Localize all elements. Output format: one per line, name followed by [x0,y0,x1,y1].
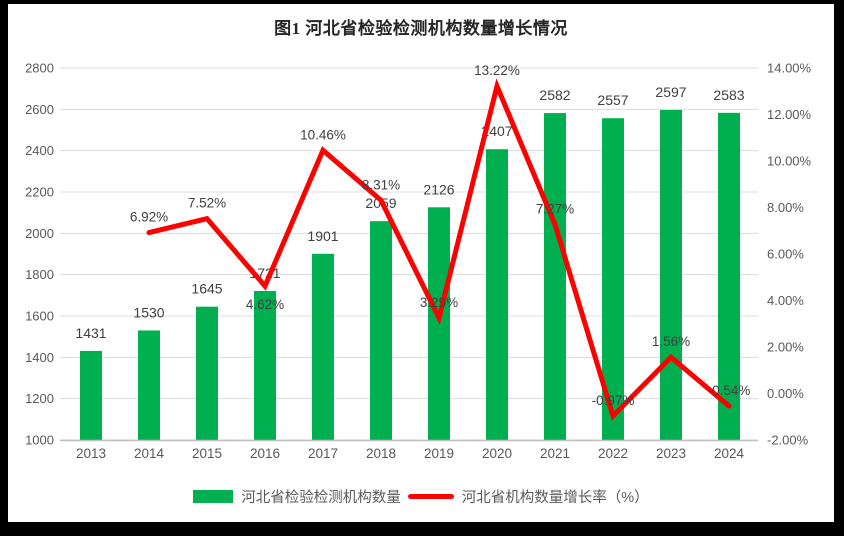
bar-value-label: 2126 [423,181,454,197]
growth-point-label: 10.46% [300,127,346,142]
line-series-swatch-icon [407,494,454,499]
bar-2024 [718,112,740,440]
y-axis-tick-left: 2000 [25,226,54,241]
y-axis-tick-right: 0.00% [767,386,804,401]
bar-2022 [602,118,624,440]
x-axis-tick: 2023 [656,446,686,461]
y-axis-tick-left: 1600 [25,309,54,324]
growth-point-label: 7.27% [536,201,574,216]
x-axis-tick: 2022 [598,446,628,461]
y-axis-tick-left: 2200 [25,185,54,200]
y-axis-tick-left: 2600 [25,102,54,117]
bar-2019 [428,207,450,440]
bar-value-label: 2583 [713,87,744,103]
y-axis-tick-right: 2.00% [767,340,804,355]
bar-value-label: 2582 [539,87,570,103]
bar-series-swatch-icon [193,490,234,503]
y-axis-tick-right: 10.00% [767,154,812,169]
growth-point-label: -0.54% [708,383,751,398]
bar-2023 [660,109,682,440]
bar-value-label: 2557 [597,92,628,108]
legend-item-line-series: 河北省机构数量增长率（%） [407,486,649,507]
legend: 河北省检验检测机构数量 河北省机构数量增长率（%） [8,486,834,507]
bar-value-label: 1645 [191,281,222,297]
bar-value-label: 1431 [75,325,106,341]
growth-point-label: 8.31% [362,177,400,192]
y-axis-tick-right: 8.00% [767,200,804,215]
bar-2020 [486,149,508,440]
bar-2014 [138,330,160,440]
growth-point-label: 4.62% [246,297,284,312]
y-axis-tick-left: 2400 [25,143,54,158]
growth-line [146,78,732,421]
y-axis-tick-right: 12.00% [767,107,812,122]
y-axis-tick-left: 1800 [25,267,54,282]
y-axis-tick-right: -2.00% [767,433,809,448]
x-axis-tick: 2017 [308,446,338,461]
x-axis-tick: 2016 [250,446,280,461]
chart-title: 图1 河北省检验检测机构数量增长情况 [274,19,568,38]
y-axis-tick-right: 4.00% [767,293,804,308]
growth-point-label: 7.52% [188,196,226,211]
growth-point-label: 3.25% [420,295,458,310]
bar-value-label: 2597 [655,84,686,100]
bar-2017 [312,253,334,440]
x-axis-tick: 2013 [76,446,106,461]
bar-2015 [196,306,218,440]
x-axis-tick: 2019 [424,446,454,461]
x-axis-tick: 2015 [192,446,222,461]
x-axis-tick: 2021 [540,446,570,461]
bar-2013 [80,350,102,440]
legend-item-bar-series: 河北省检验检测机构数量 [193,486,401,507]
x-axis-tick: 2018 [366,446,396,461]
x-axis-tick: 2024 [714,446,745,461]
chart-plot-area: 1000 1200 1400 1600 1800 2000 2200 2400 2600 2800… [25,61,812,462]
y-axis-tick-left: 1200 [25,391,54,406]
y-axis-tick-left: 1400 [25,350,54,365]
y-axis-tick-left: 2800 [25,61,54,76]
y-axis-tick-right: 6.00% [767,247,804,262]
bar-value-label: 1530 [133,304,164,320]
bar-2016 [254,290,276,440]
y-axis-tick-right: 14.00% [767,61,812,76]
growth-point-label: 1.56% [652,334,690,349]
x-axis-tick: 2014 [134,446,165,461]
growth-point-label: 6.92% [130,210,168,225]
x-axis-tick: 2020 [482,446,512,461]
growth-point-label: -0.97% [592,393,635,408]
bar-2018 [370,221,392,440]
y-axis-tick-left: 1000 [25,433,54,448]
legend-label-line-series: 河北省机构数量增长率（%） [461,490,649,506]
legend-label-bar-series: 河北省检验检测机构数量 [241,490,401,506]
bar-2021 [544,113,566,440]
growth-point-label: 13.22% [474,63,520,78]
chart-canvas: 图1 河北省检验检测机构数量增长情况 1000 1200 1400 1600 1800 2… [8,4,834,522]
bar-value-label: 1901 [307,228,338,244]
